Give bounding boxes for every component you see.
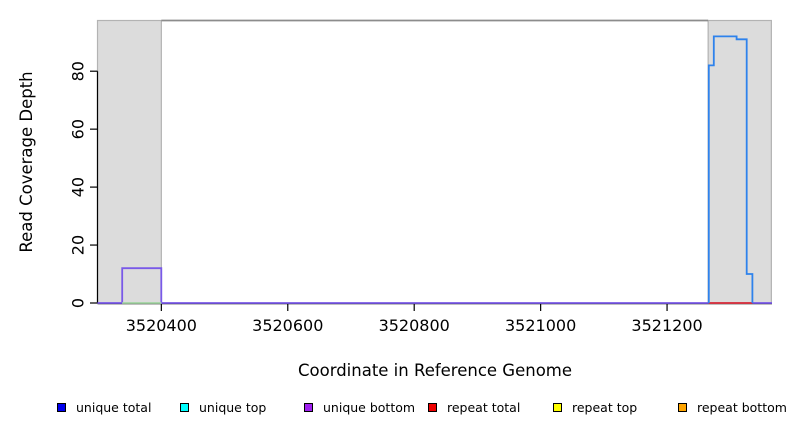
x-tick-label: 3521000 [505, 316, 576, 335]
legend-label: unique top [199, 399, 267, 415]
legend-item-unique-bottom: unique bottom [304, 398, 415, 416]
x-tick-label: 3520400 [126, 316, 197, 335]
right-gray-region [707, 19, 772, 304]
y-axis-title: Read Coverage Depth [17, 71, 36, 252]
series-right-peak-unique-top-overlap [707, 35, 754, 303]
series-lines [97, 35, 772, 304]
legend-swatch-unique-total [57, 402, 66, 412]
legend-swatch-repeat-bottom [678, 402, 687, 412]
legend-item-repeat-top: repeat top [553, 398, 637, 416]
x-tick-label: 3521200 [631, 316, 702, 335]
legend-label: repeat bottom [697, 399, 787, 415]
y-tick-label: 20 [69, 235, 88, 255]
chart-legend: unique total unique top unique bottom repea… [0, 398, 792, 420]
x-tick-label: 3520800 [379, 316, 450, 335]
legend-swatch-unique-top [180, 402, 189, 412]
legend-swatch-unique-bottom [304, 402, 313, 412]
x-axis: 3520400 3520600 3520800 3521000 3521200 [97, 303, 772, 335]
x-axis-title: Coordinate in Reference Genome [298, 361, 572, 380]
legend-label: repeat top [572, 399, 638, 415]
legend-swatch-repeat-total [428, 402, 437, 412]
y-tick-label: 60 [69, 119, 88, 139]
legend-item-repeat-total: repeat total [428, 398, 520, 416]
left-gray-region [96, 19, 162, 304]
legend-label: unique total [76, 399, 152, 415]
series-unique-coverage-baseline-and-left-peak [97, 267, 772, 304]
x-tick-label: 3520600 [252, 316, 323, 335]
y-tick-label: 40 [69, 177, 88, 197]
y-tick-label: 0 [69, 298, 88, 308]
legend-item-repeat-bottom: repeat bottom [678, 398, 787, 416]
legend-item-unique-top: unique top [180, 398, 266, 416]
y-tick-label: 80 [69, 61, 88, 81]
legend-swatch-repeat-top [553, 402, 562, 412]
legend-item-unique-total: unique total [57, 398, 151, 416]
shaded-regions [96, 19, 772, 304]
legend-label: unique bottom [323, 399, 416, 415]
legend-label: repeat total [447, 399, 521, 415]
y-axis: 0 20 40 60 80 [69, 61, 99, 308]
